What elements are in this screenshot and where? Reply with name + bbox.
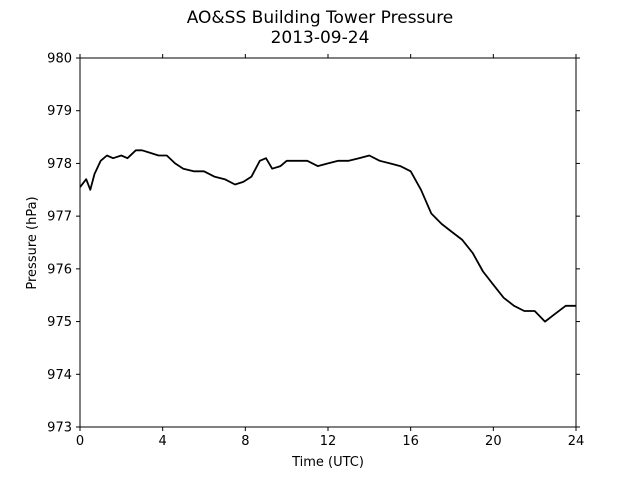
x-tick-label: 16: [402, 434, 419, 449]
y-tick-label: 976: [47, 262, 72, 277]
chart-subtitle: 2013-09-24: [270, 28, 370, 48]
y-tick-label: 977: [47, 210, 72, 225]
y-tick-label: 980: [47, 52, 72, 67]
x-tick-label: 12: [320, 434, 337, 449]
y-axis-label: Pressure (hPa): [25, 196, 40, 289]
chart-title: AO&SS Building Tower Pressure: [186, 8, 454, 28]
y-tick-label: 979: [47, 104, 72, 119]
y-tick-label: 975: [47, 315, 72, 330]
x-tick-label: 8: [241, 434, 249, 449]
x-tick-label: 20: [485, 434, 502, 449]
x-axis-label: Time (UTC): [291, 455, 364, 470]
y-tick-label: 973: [47, 421, 72, 436]
x-tick-label: 24: [568, 434, 585, 449]
x-tick-label: 4: [159, 434, 167, 449]
x-tick-label: 0: [76, 434, 84, 449]
plot-frame: [79, 57, 577, 428]
pressure-series-line: [79, 149, 576, 323]
y-tick-label: 974: [47, 368, 72, 383]
y-tick-label: 978: [47, 157, 72, 172]
ticks-layer: 0 4 8 12 16 20 24 973 974 975 976 977 978 979 980: [47, 52, 584, 450]
